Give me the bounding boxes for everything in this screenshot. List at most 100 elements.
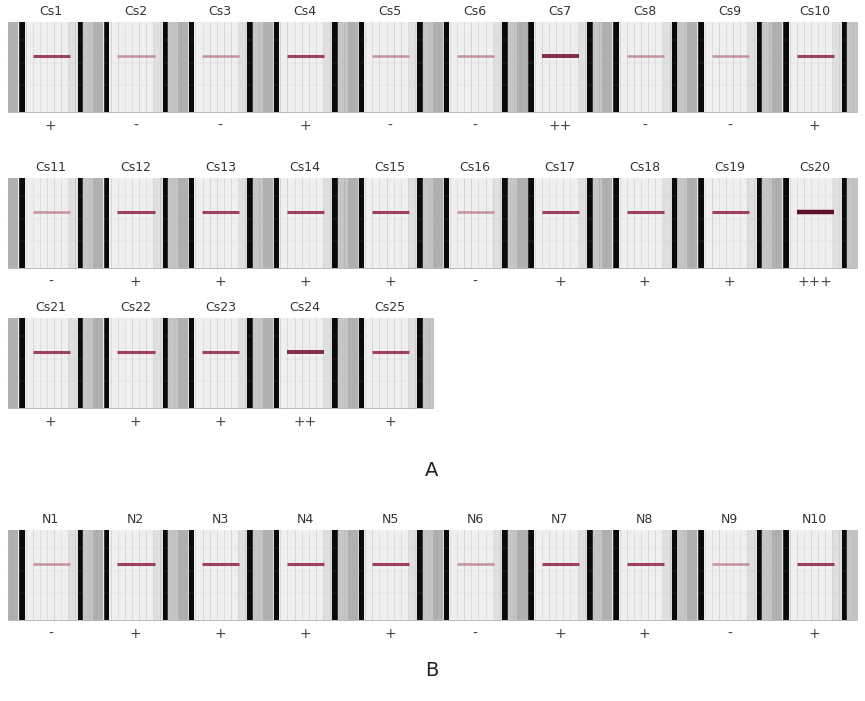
Bar: [663, 22, 687, 112]
Text: -: -: [48, 275, 53, 289]
Bar: [279, 318, 332, 408]
Bar: [189, 178, 195, 268]
Text: Cs21: Cs21: [35, 301, 66, 314]
Bar: [18, 318, 69, 408]
Bar: [359, 530, 364, 620]
Bar: [163, 530, 168, 620]
Bar: [432, 178, 443, 268]
Bar: [19, 318, 24, 408]
Bar: [239, 178, 263, 268]
Text: -: -: [388, 119, 393, 133]
Bar: [443, 178, 494, 268]
Bar: [449, 530, 502, 620]
Bar: [748, 178, 772, 268]
Text: N5: N5: [381, 513, 399, 526]
Bar: [332, 318, 338, 408]
Bar: [748, 22, 772, 112]
Text: Cs22: Cs22: [120, 301, 151, 314]
Bar: [687, 530, 772, 620]
Bar: [587, 530, 593, 620]
Bar: [18, 178, 69, 268]
Text: -: -: [472, 119, 477, 133]
Bar: [104, 530, 110, 620]
Bar: [783, 22, 789, 112]
Bar: [8, 178, 93, 268]
Bar: [432, 530, 517, 620]
Bar: [579, 22, 602, 112]
Bar: [789, 22, 842, 112]
Bar: [687, 22, 697, 112]
Bar: [8, 178, 857, 268]
Bar: [195, 178, 247, 268]
Bar: [8, 530, 18, 620]
Bar: [502, 22, 508, 112]
Text: +: +: [384, 627, 396, 641]
Bar: [757, 530, 762, 620]
Bar: [517, 22, 602, 112]
Bar: [103, 318, 154, 408]
Bar: [188, 178, 239, 268]
Bar: [8, 318, 18, 408]
Bar: [494, 530, 517, 620]
Text: +: +: [384, 275, 396, 289]
Bar: [18, 530, 69, 620]
Bar: [263, 178, 272, 268]
Text: N4: N4: [297, 513, 314, 526]
Text: Cs11: Cs11: [35, 161, 66, 174]
Text: Cs18: Cs18: [629, 161, 660, 174]
Bar: [163, 22, 168, 112]
Bar: [443, 22, 494, 112]
Bar: [494, 22, 517, 112]
Bar: [789, 530, 842, 620]
Bar: [348, 22, 432, 112]
Text: ++: ++: [293, 415, 317, 429]
Text: Cs12: Cs12: [120, 161, 151, 174]
Bar: [663, 178, 687, 268]
Bar: [698, 178, 704, 268]
Bar: [529, 22, 534, 112]
Bar: [93, 22, 178, 112]
Bar: [613, 22, 618, 112]
Bar: [618, 530, 672, 620]
Text: -: -: [727, 627, 732, 641]
Bar: [444, 178, 449, 268]
Bar: [93, 318, 103, 408]
Bar: [93, 22, 103, 112]
Bar: [432, 22, 443, 112]
Text: +: +: [45, 415, 56, 429]
Text: -: -: [218, 119, 222, 133]
Text: Cs24: Cs24: [290, 301, 321, 314]
Bar: [8, 318, 432, 408]
Bar: [8, 178, 18, 268]
Text: N9: N9: [721, 513, 738, 526]
Bar: [697, 22, 748, 112]
Bar: [279, 22, 332, 112]
Text: N8: N8: [636, 513, 653, 526]
Bar: [324, 178, 348, 268]
Text: Cs13: Cs13: [205, 161, 236, 174]
Bar: [24, 530, 78, 620]
Text: N6: N6: [466, 513, 484, 526]
Text: Cs4: Cs4: [293, 5, 317, 18]
Bar: [273, 22, 279, 112]
Bar: [195, 530, 247, 620]
Bar: [517, 530, 602, 620]
Bar: [348, 22, 358, 112]
Text: +: +: [809, 627, 820, 641]
Bar: [757, 178, 762, 268]
Bar: [8, 318, 93, 408]
Bar: [417, 22, 423, 112]
Bar: [263, 318, 272, 408]
Text: -: -: [472, 275, 477, 289]
Bar: [528, 22, 579, 112]
Bar: [697, 178, 748, 268]
Bar: [189, 318, 195, 408]
Bar: [612, 530, 663, 620]
Bar: [618, 22, 672, 112]
Bar: [154, 318, 178, 408]
Bar: [443, 530, 494, 620]
Bar: [103, 178, 154, 268]
Bar: [272, 530, 324, 620]
Bar: [587, 22, 593, 112]
Bar: [517, 22, 528, 112]
